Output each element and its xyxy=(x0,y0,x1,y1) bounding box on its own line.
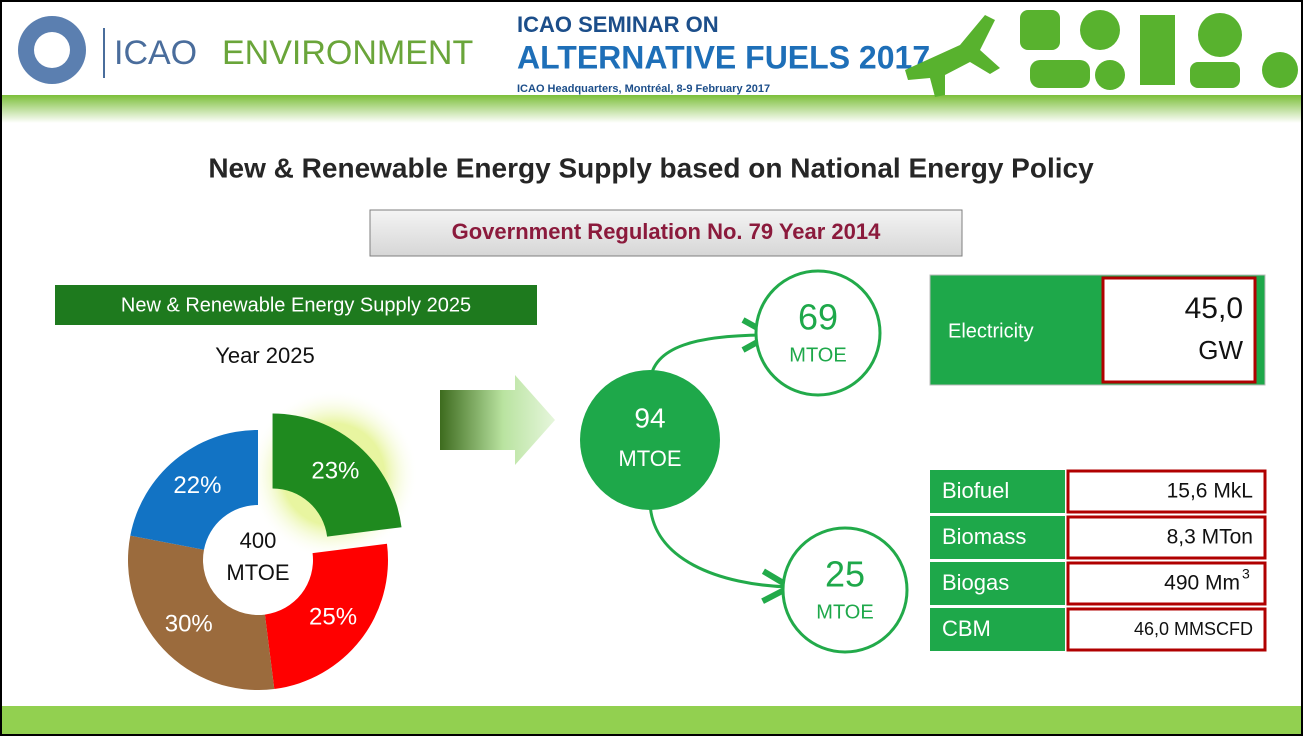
fuel-value-cell xyxy=(1066,607,1267,652)
fuel-value-sup: 3 xyxy=(1242,566,1250,582)
fuel-value: 15,6 MkL xyxy=(1167,480,1253,503)
slice xyxy=(130,429,258,550)
seminar-line: ICAO SEMINAR ON xyxy=(517,12,719,37)
seminar-line: ALTERNATIVE FUELS 2017 xyxy=(517,39,930,75)
eco-icons xyxy=(1020,10,1298,90)
fuel-label-cell xyxy=(930,516,1065,559)
subtitle-box xyxy=(369,209,963,257)
slice xyxy=(264,543,388,689)
branch-circle xyxy=(781,526,909,654)
slide-title: New & Renewable Energy Supply based on N… xyxy=(208,152,1094,183)
fuel-value: 490 Mm xyxy=(1164,572,1240,595)
slice xyxy=(272,413,402,537)
section-text: ENVIRONMENT xyxy=(222,34,473,72)
total-value: 94 xyxy=(634,402,665,433)
branch-unit: MTOE xyxy=(789,344,846,366)
subtitle: Government Regulation No. 79 Year 2014 xyxy=(452,219,882,244)
branch-unit: MTOE xyxy=(816,601,873,623)
icao-emblem-inner xyxy=(34,32,70,68)
plane-icon xyxy=(905,15,1000,97)
slice-label: 22% xyxy=(173,472,221,499)
slice-label: 25% xyxy=(309,604,357,631)
fuel-label-cell xyxy=(930,608,1065,651)
slice xyxy=(128,535,275,690)
fuel-label: Biogas xyxy=(942,570,1009,595)
flow-curve xyxy=(648,499,790,587)
center-label: MTOE xyxy=(226,560,289,585)
fuel-value: 46,0 MMSCFD xyxy=(1134,619,1253,639)
electricity-value-box xyxy=(1101,276,1257,384)
logo-text: ICAO xyxy=(114,34,197,72)
fuel-label-cell xyxy=(930,562,1065,605)
slice-label: 30% xyxy=(165,610,213,637)
center-label: 400 xyxy=(240,528,277,553)
fuel-value-cell xyxy=(1066,561,1267,606)
footer-bar xyxy=(0,706,1303,736)
slice-label: 23% xyxy=(311,458,359,485)
chart-title-box xyxy=(55,285,537,325)
fuel-label-cell xyxy=(930,470,1065,513)
flow-arrow xyxy=(440,375,555,465)
electricity-unit: GW xyxy=(1198,335,1243,365)
total-circle xyxy=(580,370,720,510)
branch-value: 25 xyxy=(825,554,865,595)
chart-title: New & Renewable Energy Supply 2025 xyxy=(121,294,471,316)
electricity-label: Electricity xyxy=(948,320,1034,342)
fuel-table: Biofuel 15,6 MkL Biomass 8,3 MTon Biogas 490 … xyxy=(930,469,1267,652)
fuel-value-cell xyxy=(1066,515,1267,560)
donut-chart: 23% 25% 30% 22% xyxy=(128,389,419,690)
total-unit: MTOE xyxy=(618,446,681,471)
fuel-label: Biofuel xyxy=(942,478,1009,503)
fuel-value-cell xyxy=(1066,469,1267,514)
fuel-value: 8,3 MTon xyxy=(1167,526,1253,549)
electricity-value: 45,0 xyxy=(1185,292,1243,325)
seminar-line: ICAO Headquarters, Montréal, 8-9 Februar… xyxy=(517,83,770,95)
fuel-label: CBM xyxy=(942,616,991,641)
branch-circle xyxy=(754,269,882,397)
fuel-label: Biomass xyxy=(942,524,1026,549)
chart-subtitle: Year 2025 xyxy=(215,343,315,368)
branch-value: 69 xyxy=(798,297,838,338)
header-band xyxy=(0,95,1303,123)
